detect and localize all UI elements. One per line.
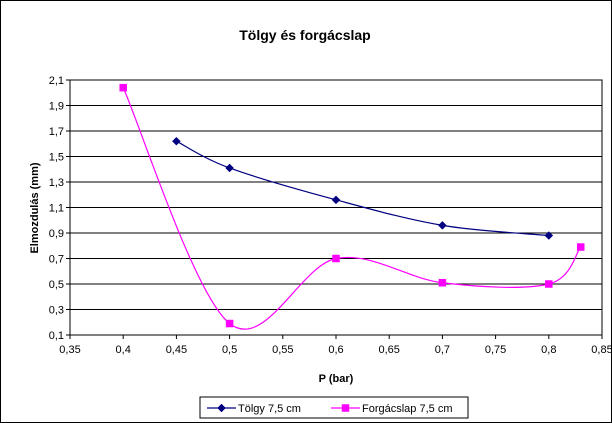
x-tick-label: 0,45 (166, 344, 187, 356)
y-tick-label: 0,5 (49, 279, 64, 291)
x-tick-label: 0,8 (541, 344, 556, 356)
y-tick-label: 0,7 (49, 254, 64, 266)
x-tick-label: 0,75 (485, 344, 506, 356)
y-tick-label: 0,9 (49, 228, 64, 240)
y-tick-label: 0,1 (49, 330, 64, 342)
y-tick-label: 2,1 (49, 75, 64, 87)
x-tick-label: 0,6 (328, 344, 343, 356)
data-point-tolgy (172, 136, 181, 146)
data-point-forgacslap (119, 83, 127, 92)
data-point-forgacslap (332, 254, 340, 263)
legend-label-forgacslap: Forgácslap 7,5 cm (362, 403, 452, 415)
x-tick-label: 0,5 (222, 344, 237, 356)
x-axis-title: P (bar) (319, 373, 354, 385)
legend-label-tolgy: Tölgy 7,5 cm (238, 403, 301, 415)
data-point-forgacslap (225, 319, 234, 328)
y-axis-title: Elmozdulás (mm) (29, 162, 41, 253)
data-point-tolgy (331, 195, 341, 205)
y-tick-label: 1,9 (49, 101, 64, 113)
legend-marker-tolgy (217, 403, 226, 413)
y-tick-label: 1,1 (49, 203, 64, 215)
y-tick-label: 1,3 (49, 177, 64, 189)
series-forgacslap (119, 83, 585, 330)
x-tick-label: 0,4 (116, 344, 131, 356)
legend-marker-forgacslap (341, 404, 350, 412)
y-tick-label: 1,5 (49, 152, 64, 164)
data-point-forgacslap (438, 278, 447, 287)
x-tick-label: 0,7 (435, 344, 450, 356)
data-point-forgacslap (545, 280, 553, 288)
data-point-forgacslap (576, 243, 585, 251)
x-tick-label: 0,55 (272, 344, 293, 356)
axes: 0,1 0,3 0,5 0,7 0,9 1,1 1,3 1,5 1,7 1,9 2,1 0,35 0,4… (49, 75, 612, 356)
data-point-tolgy (438, 220, 447, 230)
y-tick-label: 0,3 (49, 305, 64, 317)
x-tick-label: 0,35 (59, 344, 80, 356)
series-layer (119, 83, 585, 330)
data-point-tolgy (225, 163, 234, 173)
y-tick-label: 1,7 (49, 126, 64, 138)
legend: Tölgy 7,5 cm Forgácslap 7,5 cm (199, 396, 469, 419)
chart-title: Tölgy és forgácslap (239, 27, 370, 43)
x-tick-label: 0,65 (378, 344, 399, 356)
data-point-tolgy (544, 231, 554, 240)
series-line-tolgy (176, 140, 549, 237)
series-tolgy (172, 136, 554, 240)
x-tick-label: 0,85 (591, 344, 612, 356)
